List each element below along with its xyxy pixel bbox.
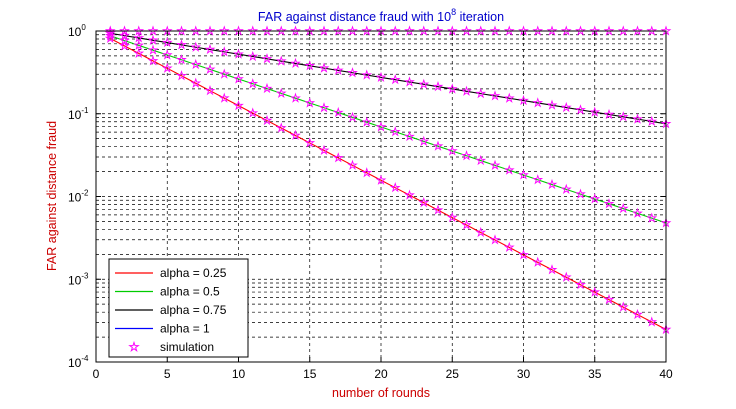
legend-label: alpha = 0.75 — [160, 303, 227, 317]
chart-title: FAR against distance fraud with 108 iter… — [258, 7, 504, 24]
x-tick-label: 35 — [588, 367, 602, 381]
x-tick-label: 10 — [232, 367, 246, 381]
legend: alpha = 0.25 alpha = 0.5 alpha = 0.75 alpha… — [109, 259, 248, 357]
legend-label: alpha = 1 — [160, 322, 210, 336]
title-main: FAR against distance fraud with 10 — [258, 10, 451, 24]
x-tick-label: 15 — [303, 367, 317, 381]
x-axis-label: number of rounds — [332, 386, 430, 400]
x-tick-label: 40 — [659, 367, 673, 381]
x-tick-label: 5 — [164, 367, 171, 381]
legend-label: alpha = 0.25 — [160, 266, 227, 280]
x-tick-label: 0 — [93, 367, 100, 381]
x-tick-label: 25 — [446, 367, 460, 381]
legend-label: alpha = 0.5 — [160, 285, 220, 299]
x-tick-label: 30 — [517, 367, 531, 381]
x-tick-label: 20 — [374, 367, 388, 381]
legend-label: simulation — [160, 340, 214, 354]
y-axis-label: FAR against distance fraud — [45, 121, 59, 271]
title-suffix: iteration — [456, 10, 504, 24]
